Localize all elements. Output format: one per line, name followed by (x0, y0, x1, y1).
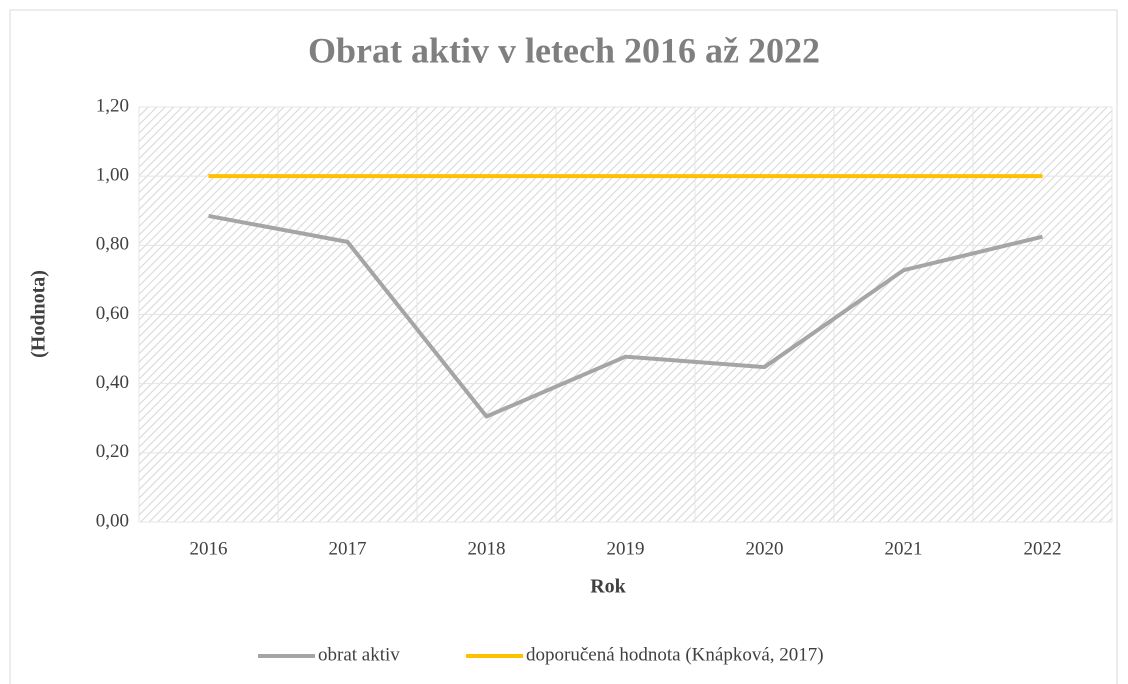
y-tick-label: 0,40 (96, 372, 129, 393)
x-axis-label: Rok (590, 576, 626, 598)
x-tick-label: 2022 (1024, 538, 1062, 559)
x-tick-label: 2018 (468, 538, 506, 559)
y-tick-label: 1,20 (96, 95, 129, 116)
y-tick-label: 0,80 (96, 234, 129, 255)
y-tick-label: 0,00 (96, 510, 129, 531)
x-tick-label: 2021 (885, 538, 923, 559)
y-axis-label: (Hodnota) (28, 270, 50, 358)
x-tick-label: 2019 (607, 538, 645, 559)
chart-border (9, 9, 1118, 684)
y-tick-label: 1,00 (96, 165, 129, 186)
chart-title: Obrat aktiv v letech 2016 až 2022 (308, 30, 820, 70)
legend-label: doporučená hodnota (Knápková, 2017) (526, 644, 824, 665)
series-line (208, 213, 1043, 419)
y-tick-label: 0,20 (96, 441, 129, 462)
legend-label: obrat aktiv (318, 644, 400, 665)
x-tick-label: 2017 (329, 538, 367, 559)
y-tick-label: 0,60 (96, 303, 129, 324)
x-tick-label: 2016 (190, 538, 228, 559)
x-tick-label: 2020 (746, 538, 784, 559)
